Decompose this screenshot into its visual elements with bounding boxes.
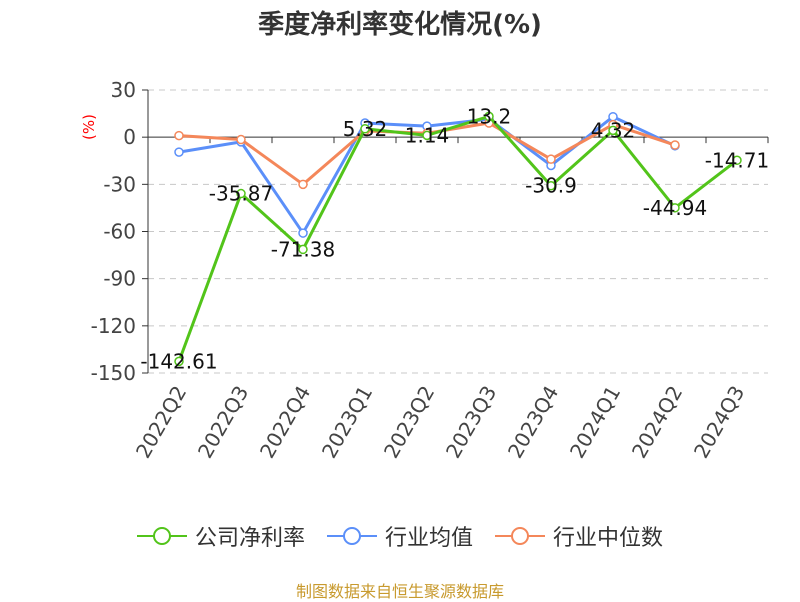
series-0-point-4 — [422, 130, 432, 141]
x-tick-label-4: 2023Q2 — [379, 382, 439, 463]
data-label-0: -142.61 — [140, 349, 217, 373]
y-tick-label-6: -150 — [91, 361, 136, 385]
series-2-point-0 — [174, 130, 184, 141]
y-tick-label-3: -60 — [103, 220, 136, 244]
data-label-5: 13.2 — [467, 104, 512, 128]
x-tick-label-7: 2024Q1 — [565, 382, 625, 463]
series-0-point-5 — [484, 111, 494, 122]
series-2-point-2 — [298, 179, 308, 190]
series-0-point-1 — [236, 188, 246, 199]
series-0-point-9 — [732, 155, 742, 166]
x-tick-label-3: 2023Q1 — [317, 382, 377, 463]
data-label-9: -14.71 — [705, 148, 769, 172]
legend-label-industry-mean: 行业均值 — [384, 526, 473, 551]
legend-label-industry-median: 行业中位数 — [553, 526, 664, 551]
y-axis-label: (%) — [80, 114, 98, 140]
legend-label-company: 公司净利率 — [194, 526, 305, 551]
x-tick-label-6: 2023Q4 — [503, 382, 563, 463]
data-label-3: 5.32 — [343, 117, 388, 141]
legend: 公司净利率 行业均值 行业中位数 — [0, 520, 800, 552]
x-tick-label-2: 2022Q4 — [255, 382, 315, 463]
data-label-layer: -142.61 -35.87 -71.38 5.32 1.14 13.2 -30.9 4.32… — [140, 104, 769, 373]
series-0-point-3 — [360, 124, 370, 134]
x-tick-label-5: 2023Q3 — [441, 382, 501, 463]
y-tick-label-4: -90 — [103, 267, 136, 291]
x-tick-label-8: 2024Q2 — [627, 382, 687, 463]
data-label-7: 4.32 — [591, 118, 636, 142]
series-2-point-1 — [236, 134, 246, 145]
series-0-point-0 — [174, 356, 184, 367]
y-tick-label-0: 30 — [111, 78, 136, 102]
series-0-point-6 — [546, 180, 556, 191]
y-tick-label-2: -30 — [103, 172, 136, 196]
series-0-point-8 — [670, 203, 680, 213]
series-2-point-6 — [546, 154, 556, 164]
chart-title: 季度净利率变化情况(%) — [258, 10, 542, 40]
x-tick-label-9: 2024Q3 — [689, 382, 749, 463]
legend-item-industry-median[interactable]: 行业中位数 — [495, 520, 663, 552]
legend-swatch-company — [136, 527, 187, 545]
series-1-point-2 — [298, 228, 308, 238]
series-2-point-8 — [670, 140, 680, 150]
series-0-point-2 — [298, 244, 308, 255]
series-1-point-0 — [174, 147, 184, 157]
y-tick-label-1: 0 — [123, 125, 136, 149]
series-line-0 — [177, 114, 738, 362]
grid-layer — [148, 89, 768, 374]
legend-swatch-industry-mean — [326, 527, 377, 545]
legend-item-company[interactable]: 公司净利率 — [136, 520, 305, 552]
x-tick-label-1: 2022Q3 — [193, 382, 253, 463]
data-label-8: -44.94 — [643, 196, 707, 220]
series-0-point-7 — [608, 125, 618, 136]
y-tick-label-5: -120 — [91, 314, 136, 338]
data-label-6: -30.9 — [525, 174, 577, 198]
legend-swatch-industry-median — [495, 527, 545, 545]
x-tick-label-0: 2022Q2 — [131, 382, 191, 463]
data-label-4: 1.14 — [405, 123, 450, 147]
series-layer — [174, 111, 742, 367]
legend-item-industry-mean[interactable]: 行业均值 — [326, 520, 473, 552]
source-note: 制图数据来自恒生聚源数据库 — [295, 582, 504, 601]
data-label-2: -71.38 — [271, 237, 335, 261]
data-label-1: -35.87 — [209, 182, 273, 206]
